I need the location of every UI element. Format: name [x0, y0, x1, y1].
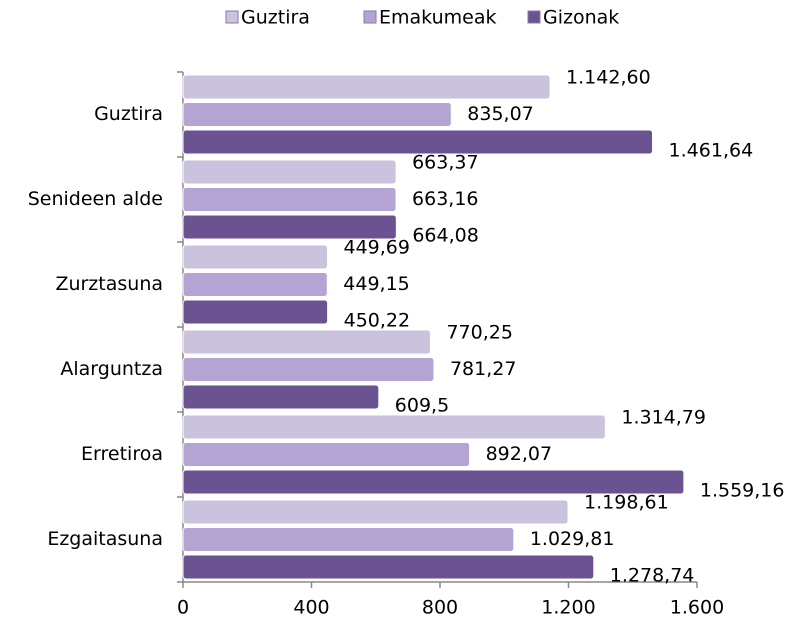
value-label: 1.461,64 [669, 140, 754, 162]
legend-swatch [527, 10, 541, 24]
bar [182, 554, 595, 580]
y-tick-label: Guztira [94, 103, 163, 125]
bar [182, 159, 397, 185]
bar [182, 244, 328, 270]
value-label: 892,07 [486, 443, 552, 465]
value-label: 1.314,79 [621, 407, 706, 429]
value-label: 1.029,81 [530, 528, 615, 550]
legend-label: Gizonak [543, 7, 619, 29]
bar [182, 129, 654, 155]
x-tick-label: 800 [422, 597, 458, 619]
bar [182, 499, 569, 525]
x-tick-label: 1.600 [670, 597, 724, 619]
bar [182, 299, 329, 325]
legend-label: Guztira [241, 7, 310, 29]
value-label: 835,07 [467, 103, 533, 125]
value-label: 450,22 [344, 310, 410, 332]
bar [182, 442, 471, 467]
bar [182, 329, 431, 355]
y-tick-label: Alarguntza [60, 358, 163, 380]
bar [182, 102, 452, 127]
y-tick-label: Ezgaitasuna [47, 528, 163, 550]
bar [182, 414, 606, 440]
bar [182, 527, 515, 552]
value-label: 663,37 [412, 152, 478, 174]
x-tick-label: 1.200 [541, 597, 595, 619]
value-label: 1.278,74 [610, 565, 695, 587]
bar [182, 74, 551, 100]
value-label: 449,69 [343, 237, 409, 259]
bar [182, 272, 328, 297]
x-tick-label: 400 [293, 597, 329, 619]
bar [182, 187, 397, 212]
value-label: 609,5 [395, 395, 449, 417]
bar [182, 214, 397, 240]
value-label: 1.198,61 [584, 492, 669, 514]
x-tick-label: 0 [177, 597, 189, 619]
value-label: 1.142,60 [566, 67, 651, 89]
legend-swatch [363, 10, 377, 24]
value-label: 1.559,16 [700, 480, 785, 502]
legend-label: Emakumeak [379, 7, 496, 29]
value-label: 449,15 [343, 273, 409, 295]
value-label: 664,08 [412, 225, 478, 247]
bar [182, 469, 685, 495]
value-label: 663,16 [412, 188, 478, 210]
y-tick-label: Zurztasuna [55, 273, 163, 295]
bar [182, 357, 435, 382]
y-tick-label: Senideen alde [28, 188, 163, 210]
bar [182, 384, 380, 410]
y-tick-label: Erretiroa [81, 443, 163, 465]
value-label: 781,27 [450, 358, 516, 380]
legend-swatch [225, 10, 239, 24]
value-label: 770,25 [446, 322, 512, 344]
